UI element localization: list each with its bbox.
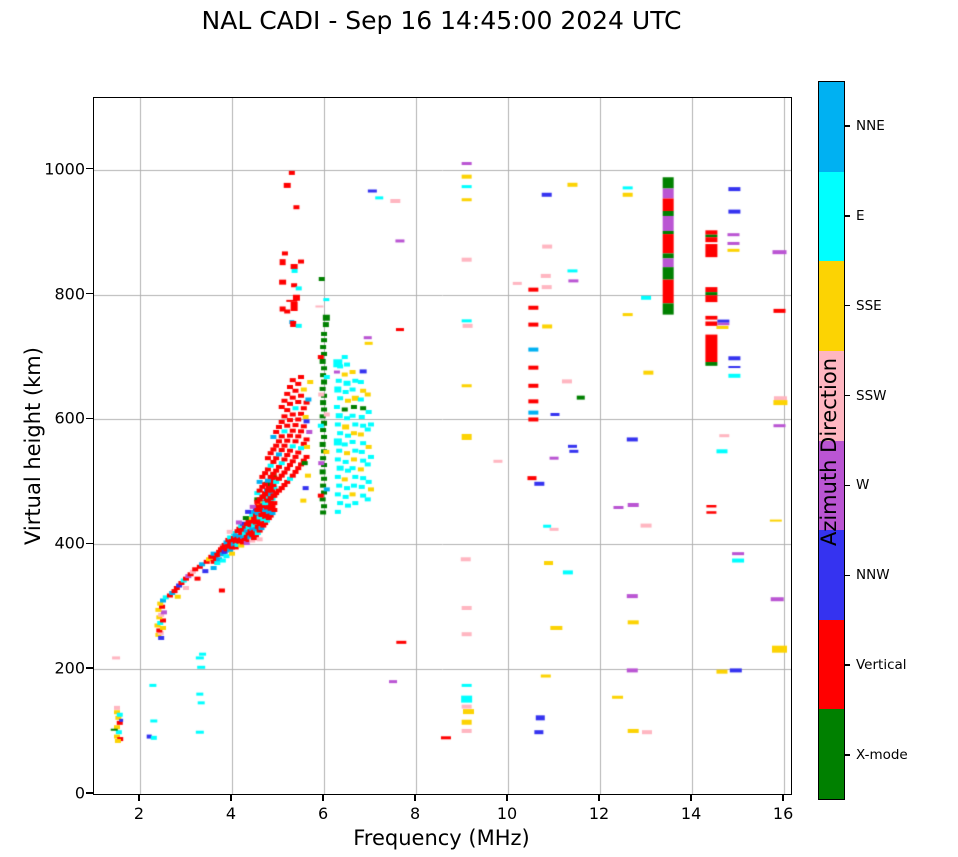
colorbar-label-e: E — [856, 207, 865, 224]
colorbar-segment-x-mode — [819, 709, 844, 799]
plot-area — [93, 97, 792, 795]
y-tick-mark — [86, 542, 93, 544]
colorbar-label-nnw: NNW — [856, 567, 890, 584]
x-tick-mark — [782, 794, 784, 801]
x-tick-label: 6 — [317, 804, 329, 823]
colorbar-tick-mark — [845, 484, 850, 487]
y-tick-mark — [86, 792, 93, 794]
chart-title: NAL CADI - Sep 16 14:45:00 2024 UTC — [201, 6, 682, 35]
x-tick-mark — [322, 794, 324, 801]
x-tick-label: 8 — [409, 804, 421, 823]
y-tick-label: 800 — [54, 284, 85, 304]
y-tick-label: 0 — [74, 783, 85, 803]
y-tick-mark — [86, 417, 93, 420]
colorbar-tick-mark — [845, 215, 850, 217]
colorbar-segment-w — [819, 440, 844, 531]
colorbar-label-sse: SSE — [856, 297, 882, 314]
colorbar-segment-sse — [819, 261, 844, 351]
colorbar-label-w: W — [856, 477, 870, 494]
y-tick-mark — [86, 667, 93, 669]
colorbar-tick-mark — [845, 125, 850, 127]
colorbar-segment-nne — [819, 82, 844, 172]
colorbar-tick-mark — [845, 304, 850, 307]
x-tick-mark — [138, 794, 140, 801]
colorbar-segment-vertical — [819, 619, 844, 710]
ionogram-canvas — [94, 98, 791, 794]
colorbar-label-ssw: SSW — [856, 387, 887, 404]
x-tick-label: 12 — [588, 804, 610, 823]
y-tick-label: 200 — [54, 658, 85, 678]
azimuth-colorbar — [818, 81, 845, 800]
x-axis-label: Frequency (MHz) — [353, 826, 530, 850]
y-axis-label: Virtual height (km) — [21, 347, 45, 545]
colorbar-segment-e — [819, 171, 844, 262]
x-tick-mark — [230, 794, 232, 801]
y-tick-label: 1000 — [44, 159, 85, 179]
x-tick-mark — [598, 794, 600, 801]
y-tick-label: 600 — [54, 408, 85, 428]
x-tick-mark — [414, 794, 416, 801]
colorbar-label-vertical: Vertical — [856, 657, 907, 674]
x-tick-label: 4 — [225, 804, 237, 823]
y-tick-mark — [86, 292, 93, 295]
colorbar-label-x-mode: X-mode — [856, 747, 908, 764]
colorbar-segment-nnw — [819, 530, 844, 620]
colorbar-tick-mark — [845, 754, 850, 756]
colorbar-label-nne: NNE — [856, 117, 885, 134]
colorbar-tick-mark — [845, 574, 850, 576]
y-tick-label: 400 — [54, 533, 85, 553]
colorbar-tick-mark — [845, 664, 850, 666]
colorbar-segment-ssw — [819, 350, 844, 441]
colorbar-title: Azimuth Direction — [817, 357, 841, 547]
x-tick-label: 14 — [680, 804, 702, 823]
x-tick-label: 2 — [133, 804, 145, 823]
x-tick-mark — [690, 794, 692, 801]
x-tick-label: 10 — [496, 804, 518, 823]
x-tick-label: 16 — [772, 804, 794, 823]
y-tick-mark — [86, 168, 93, 170]
colorbar-tick-mark — [845, 394, 850, 397]
x-tick-mark — [506, 794, 508, 801]
